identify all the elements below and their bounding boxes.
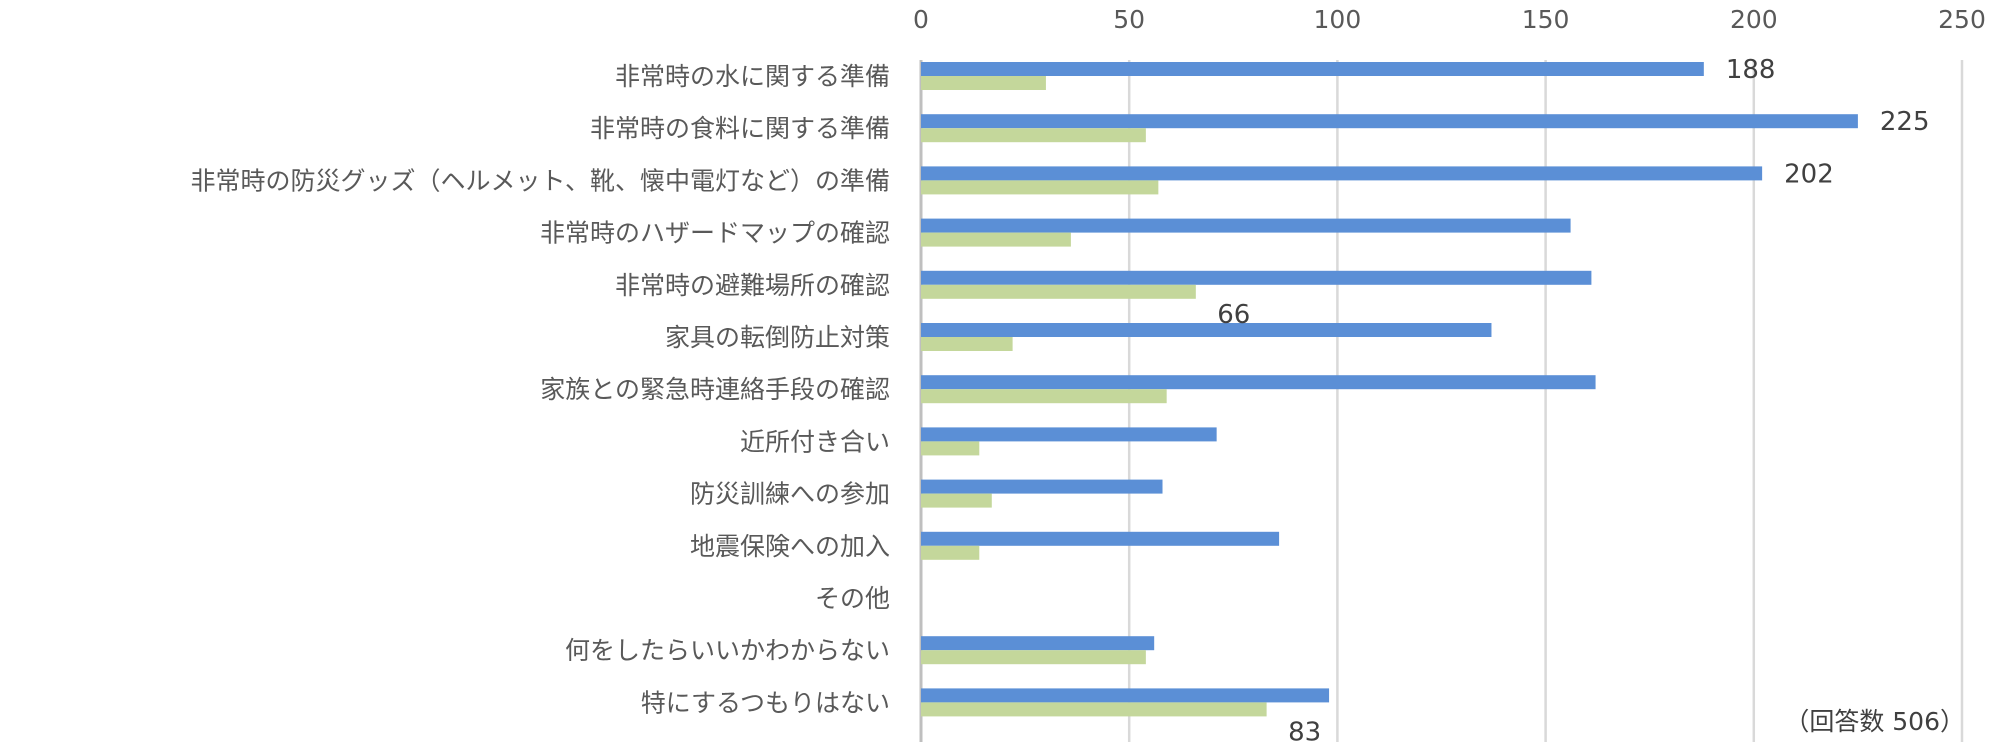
x-tick-label-250: 250 [1938, 5, 1986, 34]
bar-series-2-7 [921, 441, 980, 456]
category-label: その他 [815, 584, 890, 613]
bar-series-2-5 [921, 337, 1013, 351]
bar-series-2-9 [921, 545, 980, 560]
category-label: 何をしたらいいかわからない [565, 636, 890, 665]
category-label: 特にするつもりはない [641, 688, 890, 717]
category-label: 防災訓練への参加 [690, 480, 890, 509]
x-tick-label-100: 100 [1314, 5, 1362, 34]
x-tick-label-200: 200 [1730, 5, 1778, 34]
data-label-series-2-12: 83 [1288, 717, 1321, 747]
bar-series-1-6 [921, 375, 1596, 390]
x-tick-label-50: 50 [1113, 5, 1145, 34]
data-labels: 188 225 202 66 83 [1217, 55, 1929, 747]
bar-series-2-4 [921, 284, 1196, 299]
x-tick-label-0: 0 [913, 5, 929, 34]
bar-series-1-11 [921, 636, 1155, 651]
bar-series-2-2 [921, 180, 1159, 195]
data-label-series-1-1: 225 [1880, 107, 1930, 137]
category-label: 非常時の食料に関する準備 [590, 114, 890, 143]
bar-series-1-3 [921, 218, 1571, 233]
category-label: 非常時の防災グッズ（ヘルメット、靴、懐中電灯など）の準備 [190, 166, 890, 195]
category-label: 非常時の避難場所の確認 [615, 271, 890, 300]
bar-series-1-8 [921, 479, 1163, 494]
bar-series-1-4 [921, 270, 1592, 285]
bar-series-2-6 [921, 389, 1167, 404]
data-label-series-2-4: 66 [1217, 300, 1250, 330]
bar-series-2-11 [921, 650, 1146, 665]
bar-series-2-0 [921, 76, 1046, 90]
bars [921, 62, 1858, 717]
bar-series-1-1 [921, 114, 1858, 129]
bar-series-2-3 [921, 232, 1071, 247]
category-label: 非常時の水に関する準備 [615, 62, 890, 91]
bar-series-1-12 [921, 688, 1330, 703]
bar-series-2-1 [921, 128, 1146, 143]
x-tick-label-150: 150 [1522, 5, 1570, 34]
bar-series-1-9 [921, 531, 1280, 546]
category-label: 地震保険への加入 [690, 532, 890, 561]
data-label-series-1-0: 188 [1726, 55, 1776, 85]
category-label: 家具の転倒防止対策 [665, 323, 890, 352]
category-labels: 非常時の水に関する準備非常時の食料に関する準備非常時の防災グッズ（ヘルメット、靴… [190, 62, 890, 717]
x-axis-ticks: 0 50 100 150 200 250 [913, 5, 1986, 34]
bar-series-1-2 [921, 166, 1763, 181]
response-count-note: （回答数 506） [1784, 707, 1965, 736]
bar-series-1-7 [921, 427, 1217, 442]
category-label: 非常時のハザードマップの確認 [540, 219, 890, 248]
bar-series-1-0 [921, 62, 1704, 76]
bar-series-2-8 [921, 493, 992, 508]
bar-series-1-5 [921, 323, 1492, 337]
category-label: 家族との緊急時連絡手段の確認 [540, 375, 890, 404]
category-label: 近所付き合い [740, 427, 890, 456]
data-label-series-1-2: 202 [1784, 159, 1834, 189]
bar-series-2-12 [921, 702, 1267, 717]
